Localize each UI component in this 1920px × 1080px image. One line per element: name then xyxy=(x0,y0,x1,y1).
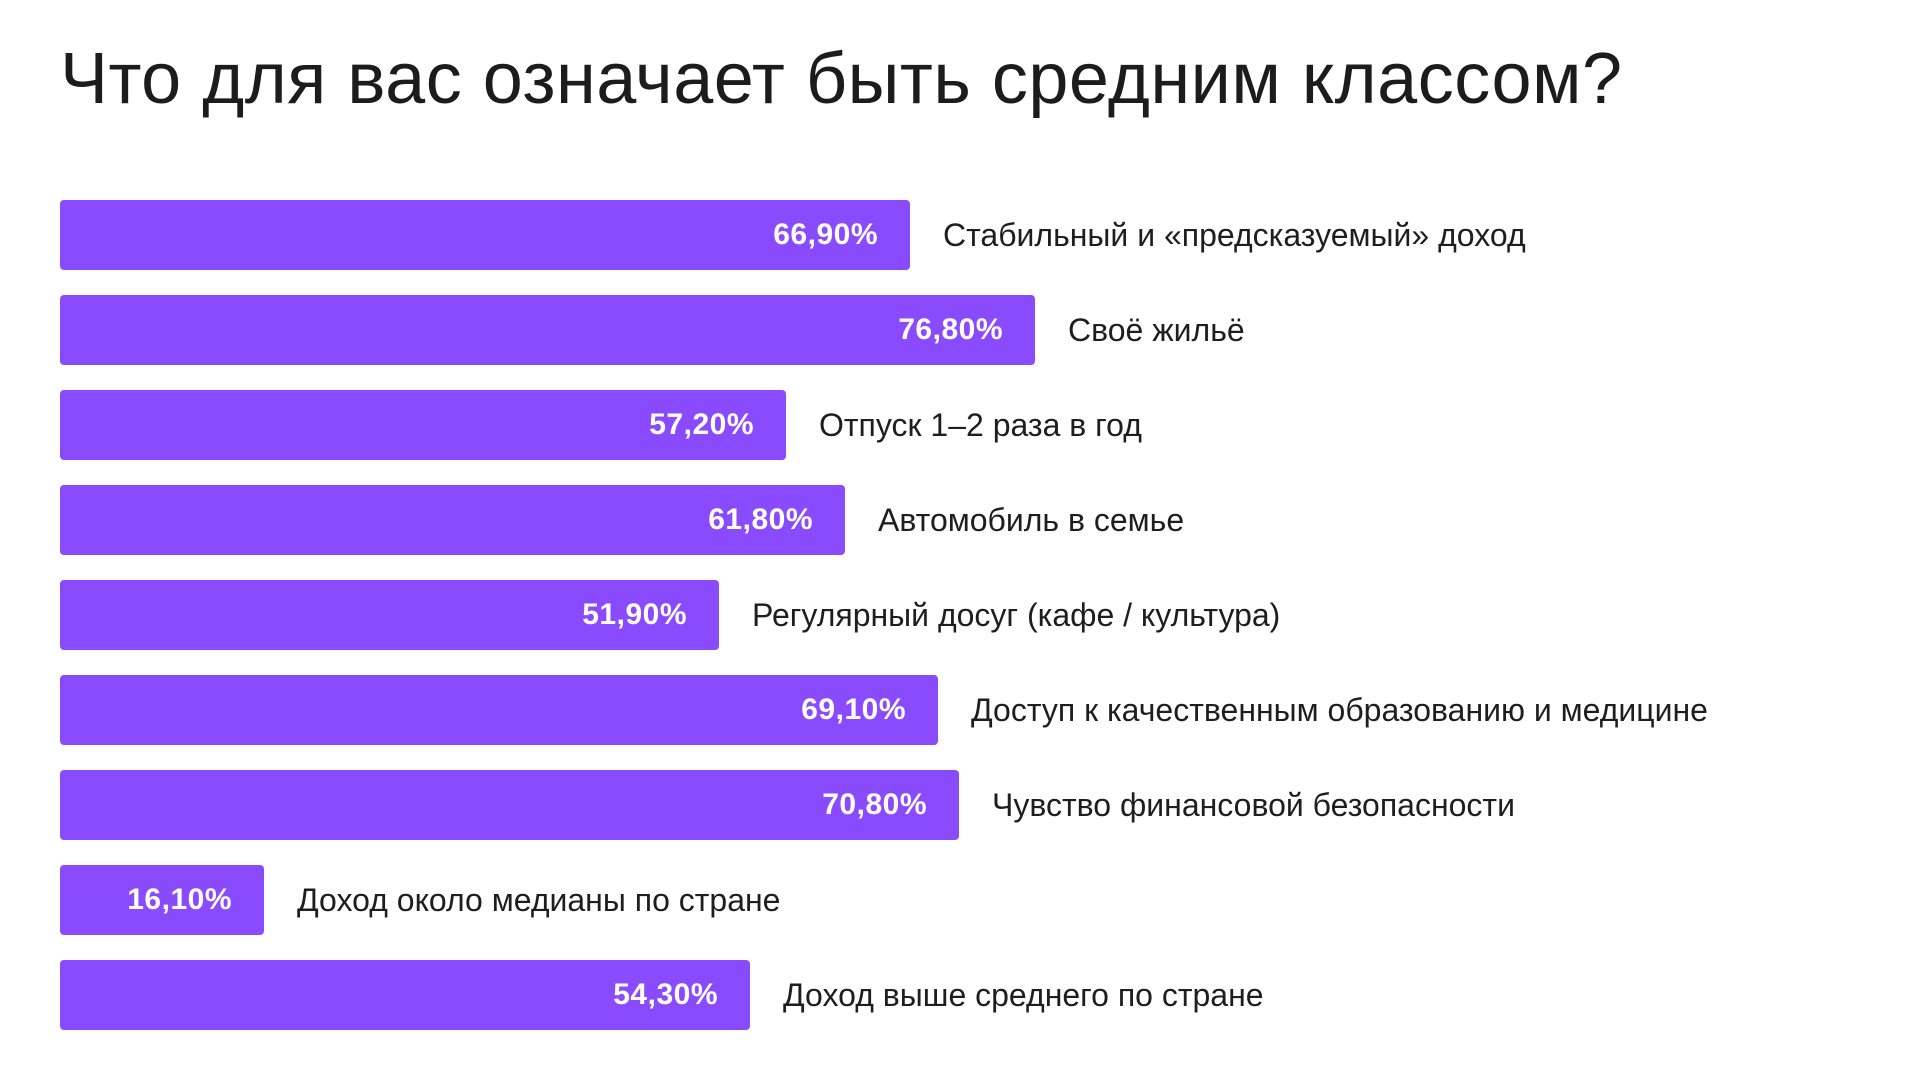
bar-row: 57,20% Отпуск 1–2 раза в год xyxy=(60,390,1142,460)
category-label: Регулярный досуг (кафе / культура) xyxy=(752,597,1281,633)
bar-value-label: 66,90% xyxy=(773,218,878,251)
bar: 66,90% xyxy=(60,200,910,270)
bar-value-label: 57,20% xyxy=(649,408,754,441)
category-label: Доступ к качественным образованию и меди… xyxy=(971,692,1708,728)
bar: 54,30% xyxy=(60,960,750,1030)
bar-value-label: 16,10% xyxy=(127,883,232,916)
bar: 76,80% xyxy=(60,295,1035,365)
bar-row: 61,80% Автомобиль в семье xyxy=(60,485,1184,555)
bar: 70,80% xyxy=(60,770,959,840)
bar-value-label: 70,80% xyxy=(822,788,927,821)
bar-value-label: 76,80% xyxy=(898,313,1003,346)
category-label: Доход выше среднего по стране xyxy=(783,977,1264,1013)
bar-row: 51,90% Регулярный досуг (кафе / культура) xyxy=(60,580,1280,650)
bar-row: 16,10% Доход около медианы по стране xyxy=(60,865,780,935)
bar-chart: 66,90% Стабильный и «предсказуемый» доход… xyxy=(60,0,1880,1080)
bar: 51,90% xyxy=(60,580,719,650)
category-label: Автомобиль в семье xyxy=(878,502,1185,538)
bar-value-label: 51,90% xyxy=(582,598,687,631)
category-label: Своё жильё xyxy=(1068,312,1245,348)
category-label: Отпуск 1–2 раза в год xyxy=(819,407,1142,443)
bar-row: 76,80% Своё жильё xyxy=(60,295,1245,365)
bar: 16,10% xyxy=(60,865,264,935)
bar-value-label: 61,80% xyxy=(708,503,813,536)
bar: 69,10% xyxy=(60,675,938,745)
bar-value-label: 54,30% xyxy=(613,978,718,1011)
category-label: Доход около медианы по стране xyxy=(297,882,781,918)
bar-row: 66,90% Стабильный и «предсказуемый» доход xyxy=(60,200,1526,270)
bar-row: 69,10% Доступ к качественным образованию … xyxy=(60,675,1708,745)
bar-row: 54,30% Доход выше среднего по стране xyxy=(60,960,1264,1030)
chart-title: Что для вас означает быть средним классо… xyxy=(60,39,1623,119)
bar: 61,80% xyxy=(60,485,845,555)
bar: 57,20% xyxy=(60,390,786,460)
category-label: Стабильный и «предсказуемый» доход xyxy=(943,217,1526,253)
category-label: Чувство финансовой безопасности xyxy=(992,787,1515,823)
bar-value-label: 69,10% xyxy=(801,693,906,726)
bar-row: 70,80% Чувство финансовой безопасности xyxy=(60,770,1515,840)
